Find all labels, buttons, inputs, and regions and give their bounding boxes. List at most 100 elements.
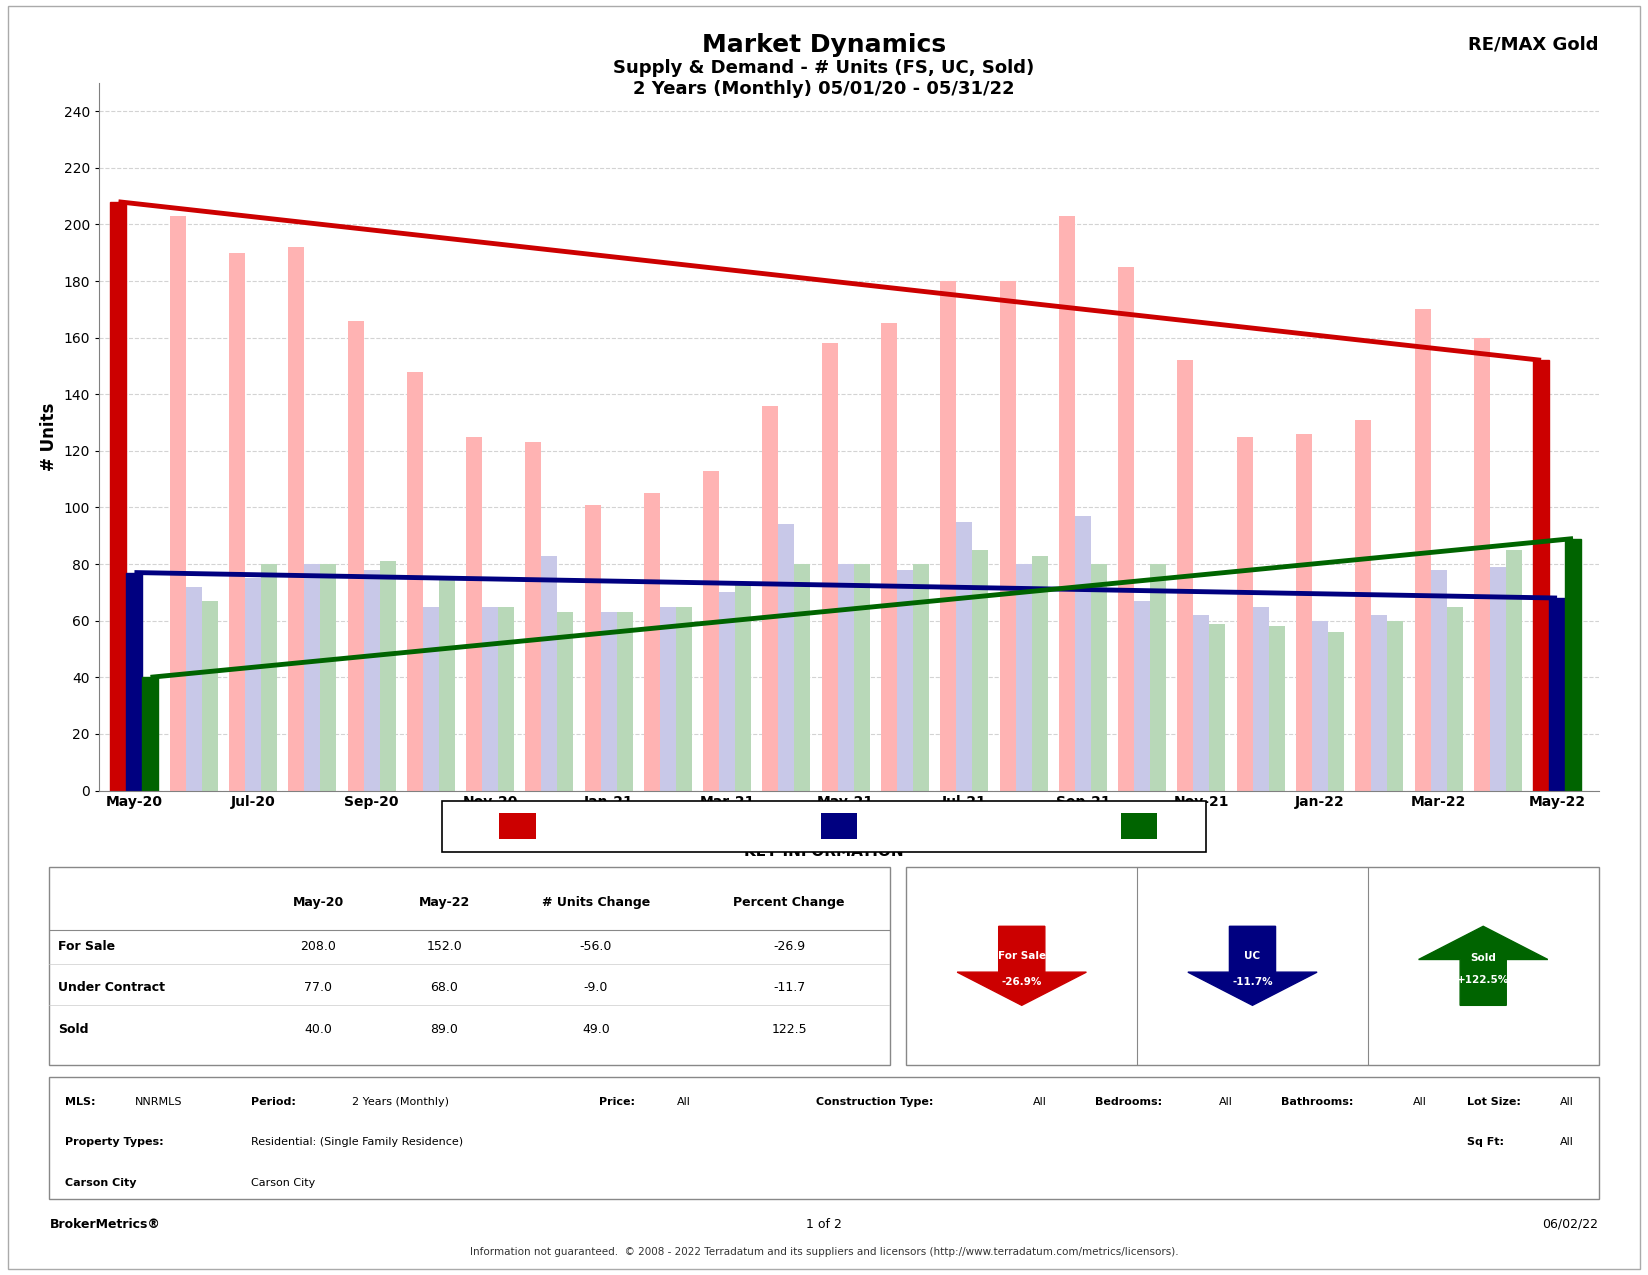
Bar [1236,436,1252,790]
Bar [941,280,956,790]
Bar [1533,361,1549,790]
Bar [1210,623,1226,790]
Text: Sold: Sold [1162,819,1200,834]
Text: 2 Years (Monthly): 2 Years (Monthly) [351,1096,448,1107]
Text: 208.0: 208.0 [300,940,336,952]
Bar [407,371,424,790]
Bar [1091,564,1107,790]
Bar [466,436,483,790]
Bar [170,215,186,790]
Bar [557,612,574,790]
Bar [186,586,201,790]
Bar [913,564,929,790]
Text: 68.0: 68.0 [430,980,458,994]
Text: -11.7%: -11.7% [1233,977,1272,987]
Text: May-20: May-20 [293,896,344,909]
Bar [1430,570,1447,790]
Text: BrokerMetrics®: BrokerMetrics® [49,1218,160,1230]
Text: Lot Size:: Lot Size: [1467,1096,1521,1107]
Text: Carson City: Carson City [250,1178,315,1188]
Bar [735,584,751,790]
Polygon shape [1188,926,1317,1005]
Bar [778,524,794,790]
Text: Property Types:: Property Types: [64,1136,163,1146]
Text: All: All [1559,1096,1574,1107]
Text: 06/02/22: 06/02/22 [1543,1218,1599,1230]
Text: Price:: Price: [600,1096,636,1107]
Bar [1295,434,1312,790]
Bar [1134,601,1150,790]
Text: Sold: Sold [58,1023,89,1035]
Bar [1371,615,1388,790]
Text: UC: UC [1244,951,1261,961]
Bar [719,593,735,790]
Bar [794,564,811,790]
Bar [1150,564,1167,790]
Bar [1388,621,1402,790]
Text: Construction Type:: Construction Type: [816,1096,934,1107]
Text: All: All [1559,1136,1574,1146]
Text: Carson City: Carson City [64,1178,137,1188]
Text: -26.9%: -26.9% [1002,977,1042,987]
Bar [1473,338,1490,790]
Bar [600,612,616,790]
Bar [1252,607,1269,790]
Bar [542,556,557,790]
Bar [854,564,870,790]
Bar [127,572,142,790]
Text: All: All [1033,1096,1046,1107]
Bar [1447,607,1462,790]
Bar [483,607,498,790]
Bar [1566,538,1580,790]
Bar [1312,621,1328,790]
Text: NNRMLS: NNRMLS [135,1096,183,1107]
Y-axis label: # Units: # Units [40,403,58,470]
Bar [1355,419,1371,790]
Text: -11.7: -11.7 [773,980,806,994]
Text: 89.0: 89.0 [430,1023,458,1035]
Text: -56.0: -56.0 [580,940,611,952]
Text: 49.0: 49.0 [582,1023,610,1035]
Bar [348,320,364,790]
Text: For Sale: For Sale [541,819,610,834]
Bar [1269,626,1285,790]
Text: All: All [677,1096,691,1107]
Bar [882,324,897,790]
Bar [1060,215,1074,790]
Text: All: All [1220,1096,1233,1107]
Text: Supply & Demand - # Units (FS, UC, Sold): Supply & Demand - # Units (FS, UC, Sold) [613,59,1035,76]
Bar [659,607,676,790]
Text: Percent Change: Percent Change [733,896,845,909]
Text: Under Contract: Under Contract [58,980,165,994]
Bar [424,607,438,790]
Text: Sq Ft:: Sq Ft: [1467,1136,1505,1146]
Text: -9.0: -9.0 [583,980,608,994]
Bar [897,570,913,790]
Bar [379,561,396,790]
Bar [1015,564,1032,790]
Bar [644,493,659,790]
Bar [246,579,260,790]
Text: Sold: Sold [1470,952,1496,963]
Bar [305,564,320,790]
Text: Bathrooms:: Bathrooms: [1280,1096,1353,1107]
Bar [201,601,218,790]
Bar [320,564,336,790]
Bar [288,247,305,790]
Text: 152.0: 152.0 [427,940,463,952]
Bar [1117,266,1134,790]
Bar [1000,280,1015,790]
Bar [526,442,542,790]
Bar [1032,556,1048,790]
Bar [1193,615,1210,790]
Text: All: All [1412,1096,1427,1107]
Text: May-22: May-22 [419,896,470,909]
Text: 1 of 2: 1 of 2 [806,1218,842,1230]
Bar [260,564,277,790]
Text: KEY INFORMATION: KEY INFORMATION [745,844,903,859]
Text: Residential: (Single Family Residence): Residential: (Single Family Residence) [250,1136,463,1146]
Bar [142,677,158,790]
Bar [1490,567,1506,790]
Bar [498,607,514,790]
Bar [585,505,600,790]
